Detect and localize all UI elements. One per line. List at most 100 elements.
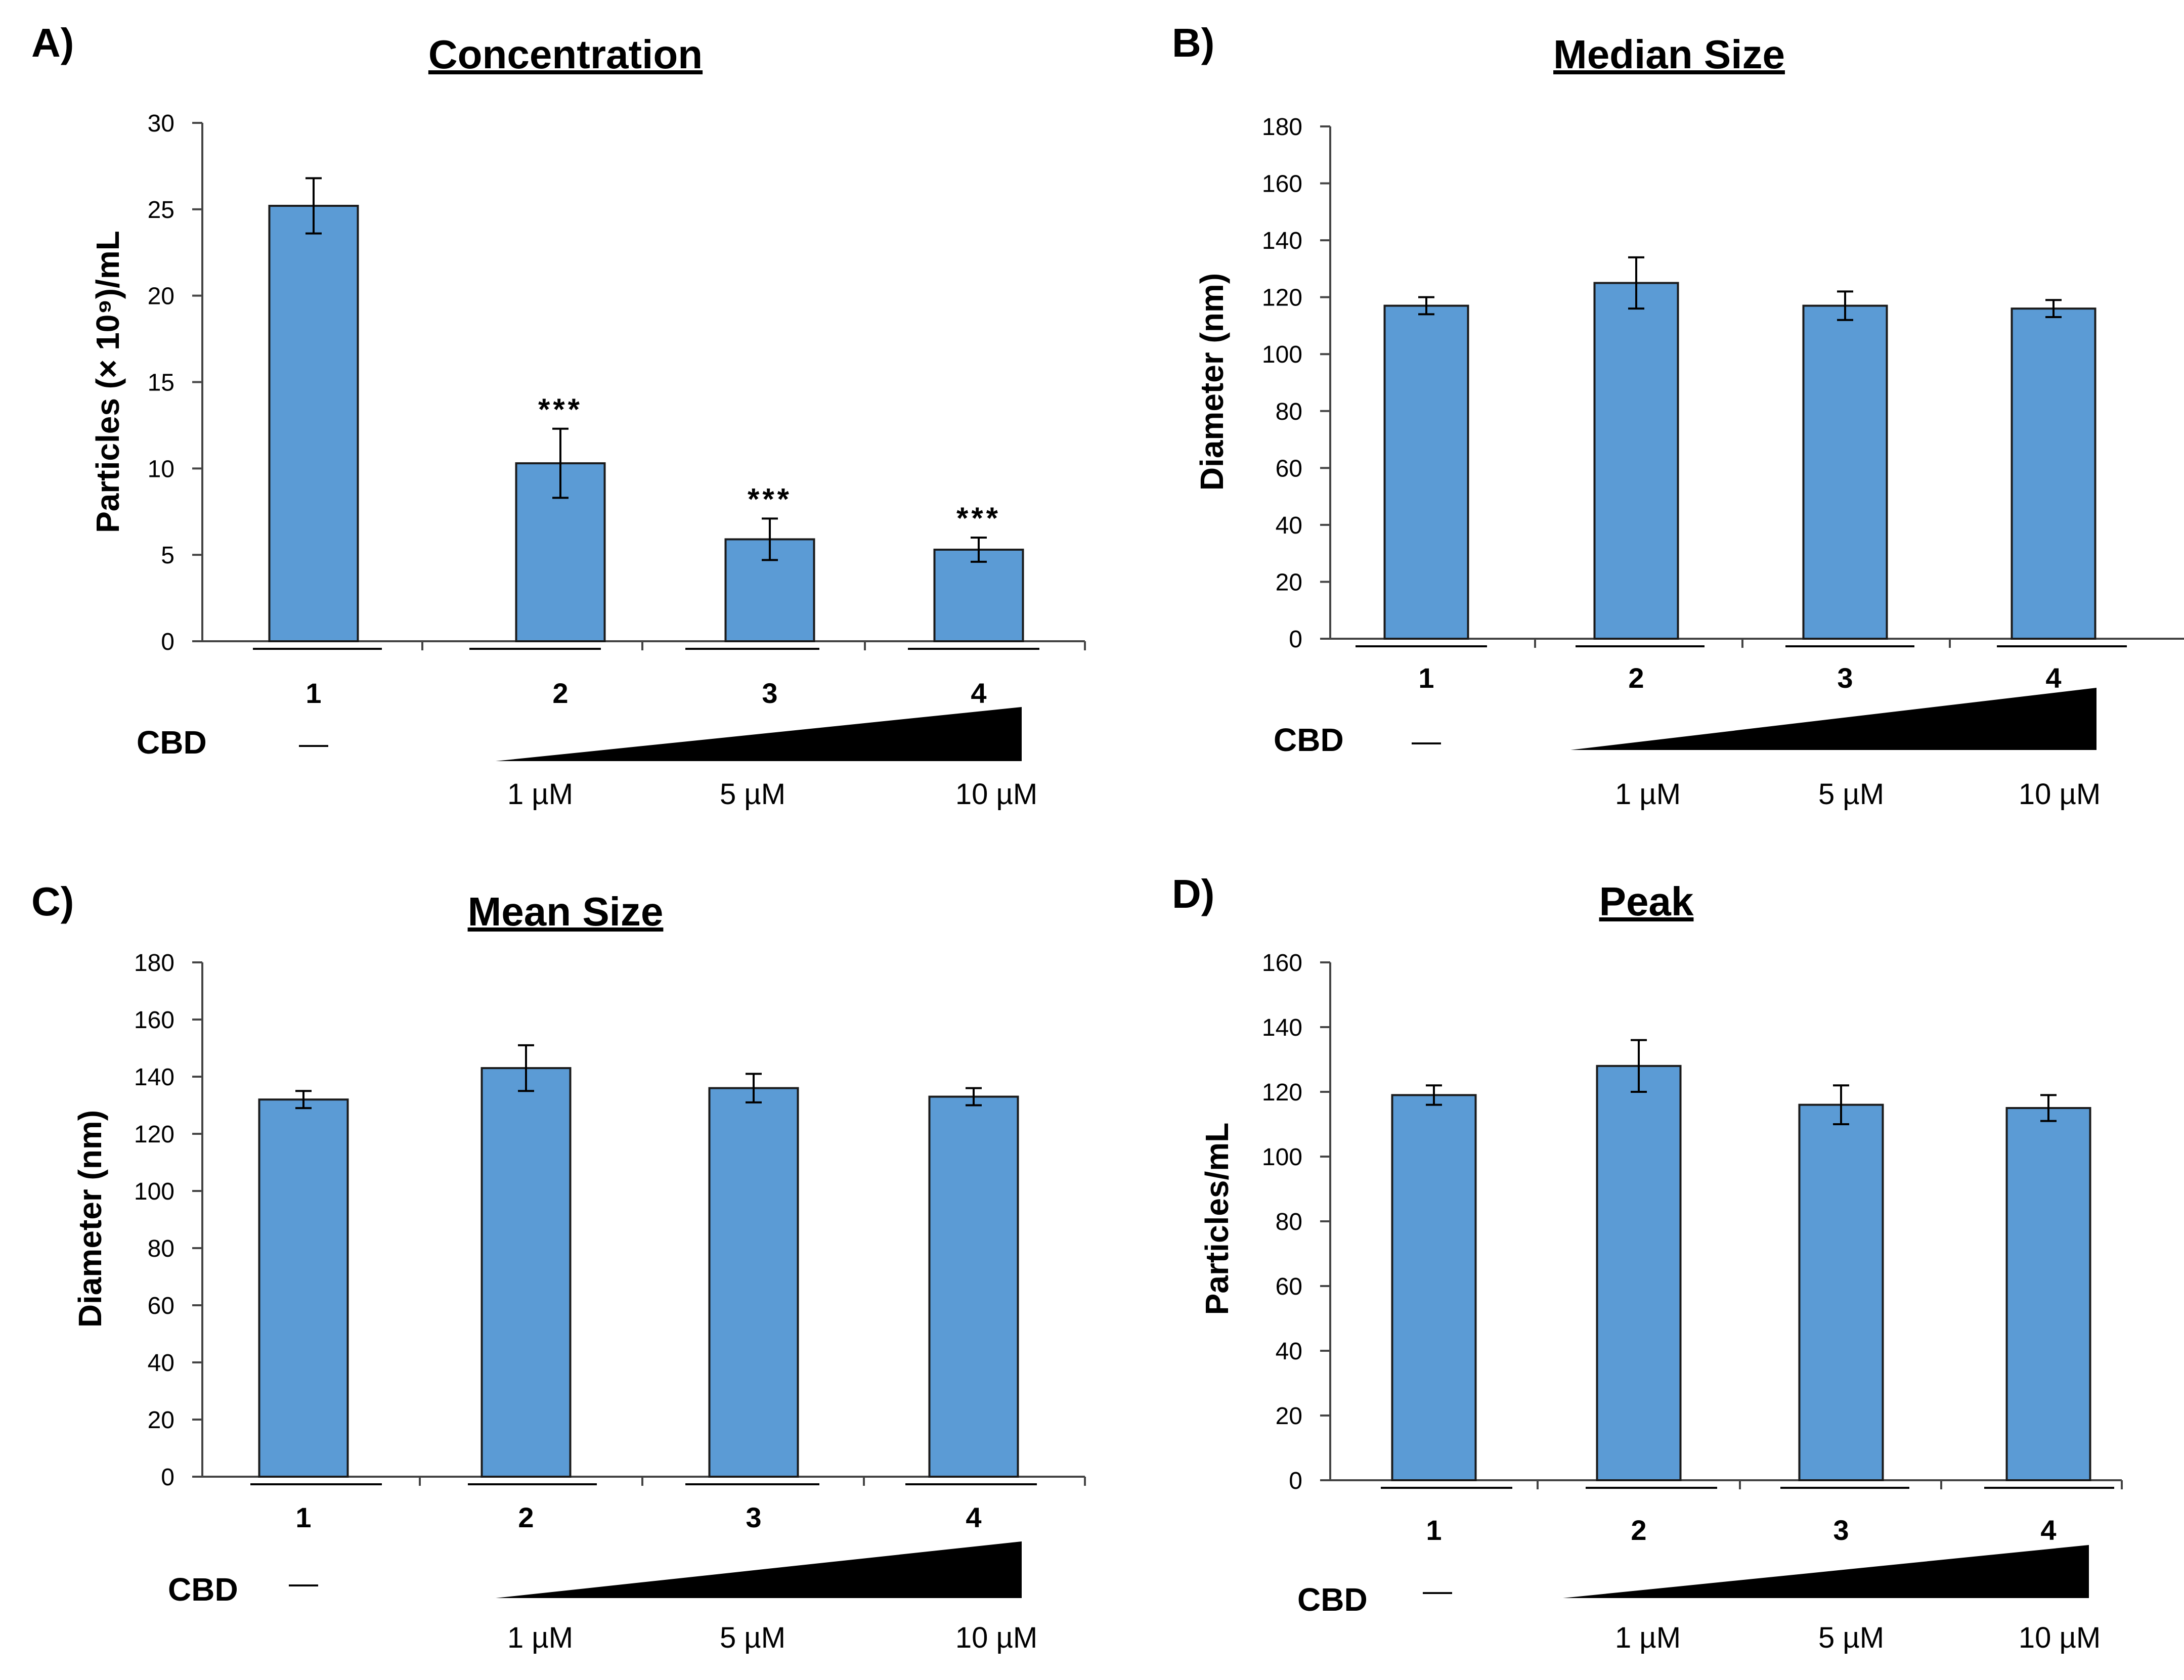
bar [2005,1107,2091,1481]
y-tick-label: 0 [161,1464,174,1491]
panel-letter: B) [1172,20,1214,65]
y-tick-label: 40 [1276,512,1302,539]
bar [933,548,1024,642]
panel-1: A) Concentration 0 5 10 15 20 25 30 Particles (× … [31,20,1086,811]
dose-label: 1 µM [1615,778,1681,811]
dose-label: 5 µM [720,778,785,811]
dose-label: 1 µM [1615,1621,1681,1654]
cbd-label: CBD [137,724,207,761]
chart-title: Median Size [1553,32,1785,77]
category-label: 4 [971,677,986,709]
y-tick-label: 140 [1262,228,1302,254]
y-tick-label: 80 [148,1235,174,1262]
category-label: 4 [2040,1514,2056,1546]
category-label: 1 [295,1501,311,1533]
significance-label: *** [538,392,583,426]
category-label: 3 [1833,1514,1849,1546]
category-label: 3 [1837,662,1853,694]
y-tick-label: 30 [148,110,174,137]
y-tick-label: 40 [148,1350,174,1377]
y-tick-label: 20 [1276,569,1302,596]
cbd-label: CBD [168,1571,238,1608]
cbd-label: CBD [1274,722,1344,758]
category-label: 2 [518,1501,534,1533]
y-tick-label: 60 [148,1293,174,1319]
y-tick-label: 160 [1262,950,1302,977]
y-tick-label: 160 [1262,171,1302,198]
y-tick-label: 25 [148,197,174,224]
category-label: 3 [746,1501,761,1533]
control-dash: — [299,727,328,760]
control-dash: — [1423,1574,1452,1607]
panel-4: D) Peak 0 20 40 60 80 100 120 140 160 Particles/mL 1… [1172,871,2123,1654]
category-label: 1 [305,677,321,709]
category-label: 3 [762,677,777,709]
y-axis-label: Diameter (nm) [1194,273,1230,491]
y-tick-label: 20 [148,1407,174,1434]
y-tick-label: 0 [161,629,174,655]
y-tick-label: 15 [148,370,174,396]
chart-title: Mean Size [468,889,664,934]
significance-label: *** [748,482,792,516]
control-dash: — [1412,725,1441,758]
bar [708,1087,799,1478]
y-tick-label: 140 [1262,1014,1302,1041]
bar [481,1067,572,1478]
bar [268,205,359,642]
y-tick-label: 10 [148,456,174,482]
y-tick-label: 120 [134,1121,174,1148]
y-tick-label: 120 [1262,285,1302,312]
y-tick-label: 100 [134,1178,174,1205]
y-tick-label: 20 [1276,1403,1302,1430]
bar [928,1095,1019,1478]
y-tick-label: 0 [1289,1468,1302,1494]
y-tick-label: 100 [1262,341,1302,368]
dose-wedge [1570,688,2096,750]
bar [1391,1094,1477,1481]
y-tick-label: 160 [134,1007,174,1034]
dose-label: 10 µM [2019,1621,2101,1654]
y-tick-label: 60 [1276,1273,1302,1300]
chart-title: Concentration [428,32,703,77]
y-tick-label: 40 [1276,1338,1302,1365]
category-label: 2 [1631,1514,1646,1546]
y-tick-label: 80 [1276,399,1302,425]
control-dash: — [289,1567,318,1600]
bar [1593,282,1679,640]
y-tick-label: 120 [1262,1079,1302,1106]
dose-label: 5 µM [720,1621,785,1654]
y-tick-label: 0 [1289,626,1302,653]
y-tick-label: 20 [148,283,174,310]
y-axis-label: Particles/mL [1199,1123,1235,1315]
y-axis-label: Diameter (nm) [72,1110,108,1328]
panel-3: C) Mean Size 0 20 40 60 80 100 120 140 160 180 Diame… [31,879,1086,1654]
dose-label: 10 µM [955,1621,1037,1654]
cbd-label: CBD [1297,1581,1368,1618]
dose-label: 10 µM [2019,778,2101,811]
dose-wedge [1563,1545,2089,1598]
dose-label: 1 µM [507,1621,573,1654]
dose-label: 1 µM [507,778,573,811]
y-tick-label: 80 [1276,1209,1302,1235]
panel-letter: A) [31,20,74,65]
significance-label: *** [956,501,1001,535]
bar [1383,304,1469,640]
y-tick-label: 140 [134,1064,174,1091]
bar [1802,304,1888,640]
y-tick-label: 100 [1262,1144,1302,1171]
dose-label: 10 µM [955,778,1037,811]
bar [1596,1065,1682,1482]
dose-wedge [496,1541,1022,1598]
chart-title: Peak [1599,879,1694,924]
dose-label: 5 µM [1818,778,1884,811]
panel-letter: D) [1172,871,1214,916]
y-tick-label: 5 [161,542,174,569]
dose-wedge [496,707,1022,761]
category-label: 2 [1628,662,1644,694]
dose-label: 5 µM [1818,1621,1884,1654]
y-tick-label: 180 [1262,114,1302,141]
category-label: 2 [552,677,568,709]
category-label: 4 [2045,662,2061,694]
category-label: 4 [966,1501,981,1533]
